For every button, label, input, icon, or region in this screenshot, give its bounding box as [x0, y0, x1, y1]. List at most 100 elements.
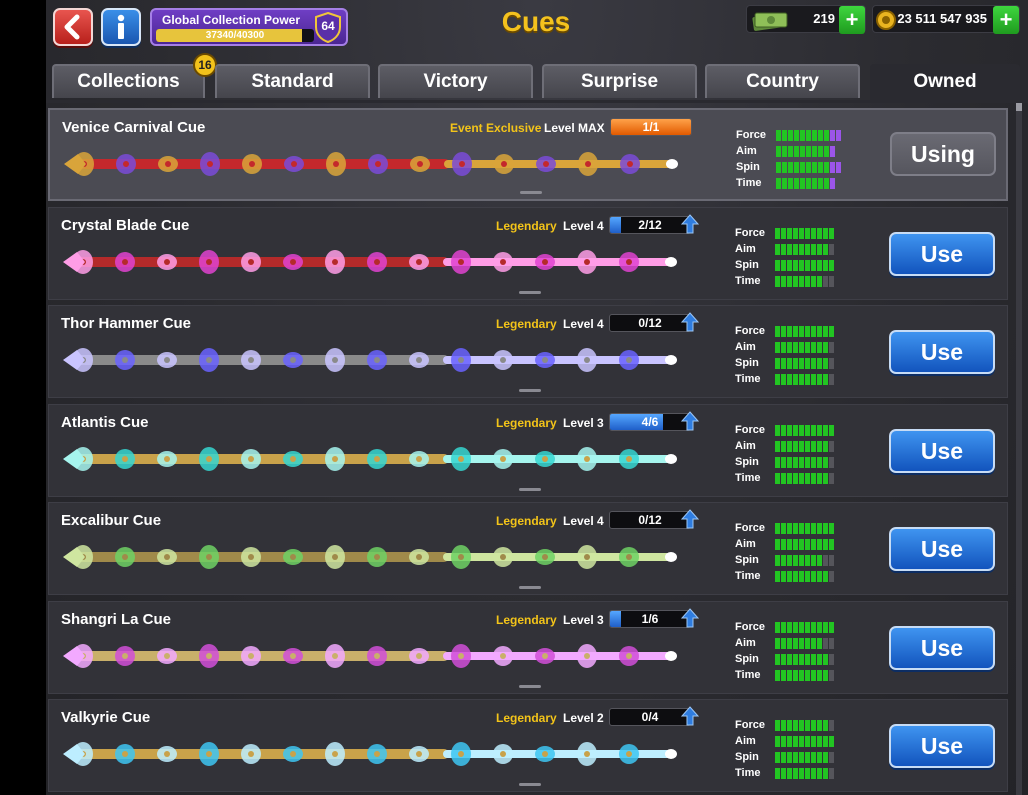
upgrade-arrow-icon[interactable]: [681, 509, 699, 529]
cue-gem: [122, 357, 128, 363]
upgrade-arrow-icon[interactable]: [681, 706, 699, 726]
tab-owned[interactable]: Owned: [870, 64, 1020, 100]
stat-segment: [781, 243, 786, 255]
stat-bar: [775, 768, 834, 779]
stat-segment: [781, 637, 786, 649]
using-button[interactable]: Using: [890, 132, 996, 176]
cue-gem: [290, 652, 296, 659]
cue-row[interactable]: Thor Hammer Cue Legendary Level 4 0/12 Force…: [48, 305, 1008, 398]
cue-gem: [458, 554, 464, 560]
scroll-thumb[interactable]: [1016, 103, 1022, 111]
cue-gem: [290, 455, 296, 462]
use-button[interactable]: Use: [889, 231, 995, 276]
stat-segment: [787, 326, 792, 337]
stat-segment: [823, 326, 828, 337]
upgrade-arrow-icon[interactable]: [681, 213, 699, 234]
row-handle: [519, 586, 541, 589]
stat-segment: [787, 571, 792, 582]
stat-segment: [811, 424, 816, 436]
stat-segment: [823, 374, 828, 385]
cue-row[interactable]: Valkyrie Cue Legendary Level 2 0/4 Force Aim S…: [48, 699, 1008, 792]
cue-row[interactable]: Venice Carnival Cue Event Exclusive Level …: [48, 108, 1008, 201]
cue-gem: [458, 652, 464, 659]
use-button[interactable]: Use: [889, 428, 995, 473]
stat-segment: [811, 259, 816, 271]
cue-gem: [626, 455, 632, 462]
level-progress-value: 2/12: [638, 217, 662, 232]
stat-segment: [823, 539, 828, 550]
use-button[interactable]: Use: [889, 625, 995, 670]
cue-row[interactable]: Excalibur Cue Legendary Level 4 0/12 Force Ai…: [48, 502, 1008, 595]
stat-segment: [782, 178, 787, 189]
add-cash-button[interactable]: +: [839, 6, 865, 34]
cue-gem: [584, 554, 590, 560]
stat-segment: [787, 424, 792, 436]
stat-segment: [829, 752, 834, 763]
upgrade-arrow-icon[interactable]: [681, 312, 699, 332]
tab-country[interactable]: Country: [705, 64, 860, 98]
cue-row[interactable]: Atlantis Cue Legendary Level 3 4/6 Force Aim S…: [48, 403, 1008, 497]
collection-power-fill: [156, 29, 303, 42]
upgrade-arrow-icon[interactable]: [681, 410, 699, 431]
stat-spin: Spin: [735, 652, 855, 668]
cue-tip: [665, 749, 677, 759]
stat-segment: [782, 162, 787, 173]
level-label: Level 4: [563, 218, 604, 233]
info-button[interactable]: [101, 8, 141, 46]
cue-gem: [375, 161, 381, 167]
stat-label: Aim: [735, 439, 756, 452]
stat-segment: [823, 342, 828, 353]
stat-label: Time: [735, 274, 761, 287]
cue-row[interactable]: Crystal Blade Cue Legendary Level 4 2/12 For…: [48, 206, 1008, 300]
stat-segment: [823, 456, 828, 468]
stat-segment: [805, 637, 810, 649]
stat-segment: [805, 259, 810, 271]
stat-segment: [805, 555, 810, 566]
stat-segment: [787, 539, 792, 550]
page-title: Cues: [501, 6, 571, 37]
stat-segment: [799, 555, 804, 566]
cue-gem: [164, 652, 170, 659]
tab-surprise[interactable]: Surprise: [542, 64, 697, 98]
stat-label: Force: [735, 522, 765, 534]
tab-standard[interactable]: Standard: [215, 64, 370, 98]
stat-segment: [799, 275, 804, 287]
use-button[interactable]: Use: [889, 724, 995, 768]
stat-segment: [794, 130, 799, 141]
tab-victory[interactable]: Victory: [378, 64, 533, 98]
tab-collections[interactable]: Collections: [52, 64, 205, 98]
stat-bar: [775, 227, 834, 239]
stat-segment: [781, 539, 786, 550]
stat-spin: Spin: [735, 750, 855, 766]
use-button[interactable]: Use: [889, 330, 995, 374]
add-coins-button[interactable]: +: [993, 6, 1019, 34]
cue-name: Excalibur Cue: [61, 512, 162, 529]
stat-segment: [800, 178, 805, 189]
cue-row[interactable]: Shangri La Cue Legendary Level 3 1/6 Force Ai…: [48, 600, 1008, 694]
stat-segment: [830, 146, 835, 157]
stat-segment: [829, 637, 834, 649]
list-scrollbar[interactable]: [1016, 103, 1022, 795]
collection-power-label: Global Collection Power: [162, 13, 301, 27]
stat-segment: [817, 555, 822, 566]
stat-segment: [793, 275, 798, 287]
stat-label: Time: [735, 767, 761, 779]
back-button[interactable]: [53, 8, 93, 46]
use-button[interactable]: Use: [889, 527, 995, 571]
stat-spin: Spin: [735, 553, 855, 569]
stat-segment: [793, 342, 798, 353]
stat-segment: [799, 621, 804, 633]
stat-bar: [775, 669, 834, 681]
stat-segment: [775, 259, 780, 271]
cue-gem: [542, 455, 548, 462]
cue-gem: [458, 357, 464, 363]
upgrade-arrow-icon[interactable]: [681, 607, 699, 628]
global-collection-power[interactable]: Global Collection Power 37340/40300 64: [150, 8, 348, 46]
stat-segment: [817, 768, 822, 779]
stat-segment: [794, 178, 799, 189]
stat-segment: [793, 720, 798, 731]
stat-segment: [799, 472, 804, 484]
stat-segment: [818, 162, 823, 173]
stat-segment: [775, 326, 780, 337]
cue-gem: [165, 161, 171, 167]
